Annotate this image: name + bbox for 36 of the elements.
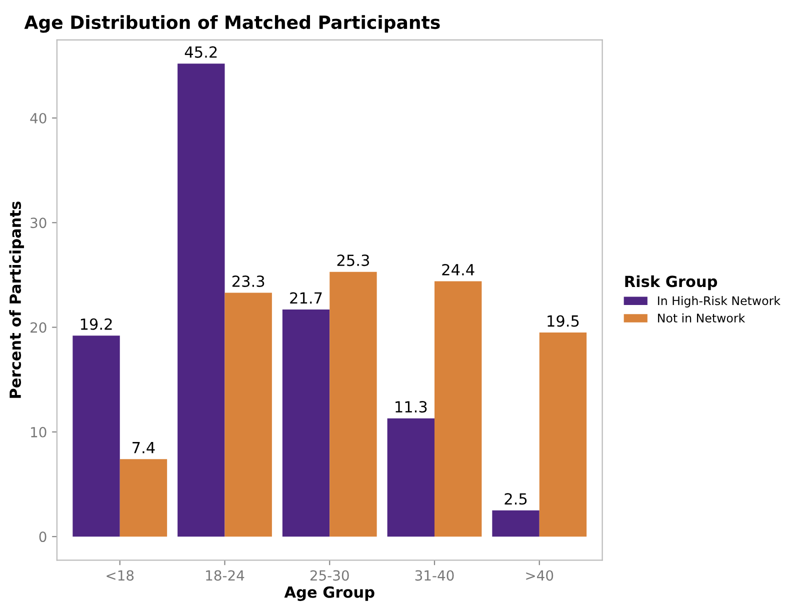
y-tick-label: 0 [39,532,46,542]
x-tick-label: 31-40 [415,570,454,581]
data-label: 11.3 [396,401,427,413]
bar [224,292,272,537]
y-axis-title: Percent of Participants [9,202,24,398]
x-tick-label: 18-24 [206,570,244,581]
x-tick-label: <18 [106,570,134,581]
data-label: 25.3 [337,254,370,266]
data-label: 2.5 [504,493,527,505]
x-tick-label: >40 [526,570,554,581]
bar [434,281,482,537]
bar [492,510,540,537]
data-label: 24.4 [442,264,474,276]
y-tick-label: 40 [30,112,46,124]
data-label: 19.2 [80,318,112,330]
x-tick-label: 25-30 [310,570,349,581]
bar [330,272,377,537]
bar [72,336,120,537]
y-tick-label: 30 [30,218,46,228]
data-label: 19.5 [548,315,579,327]
y-tick-label: 10 [31,426,46,438]
legend-title: Risk Group [625,275,718,290]
bar [387,418,434,537]
data-label: 23.3 [232,275,264,288]
legend-label: In High-Risk Network [658,296,780,308]
bar [120,459,168,537]
legend-label: Not in Network [658,313,746,323]
data-label: 7.4 [132,442,155,454]
bar [282,310,330,537]
bar [539,332,587,537]
data-label: 45.2 [184,46,217,58]
chart-title: Age Distribution of Matched Participants [24,15,440,33]
x-axis-title: Age Group [284,586,374,601]
bar [178,64,225,537]
data-label: 21.7 [290,292,322,304]
y-tick-label: 20 [30,322,46,333]
